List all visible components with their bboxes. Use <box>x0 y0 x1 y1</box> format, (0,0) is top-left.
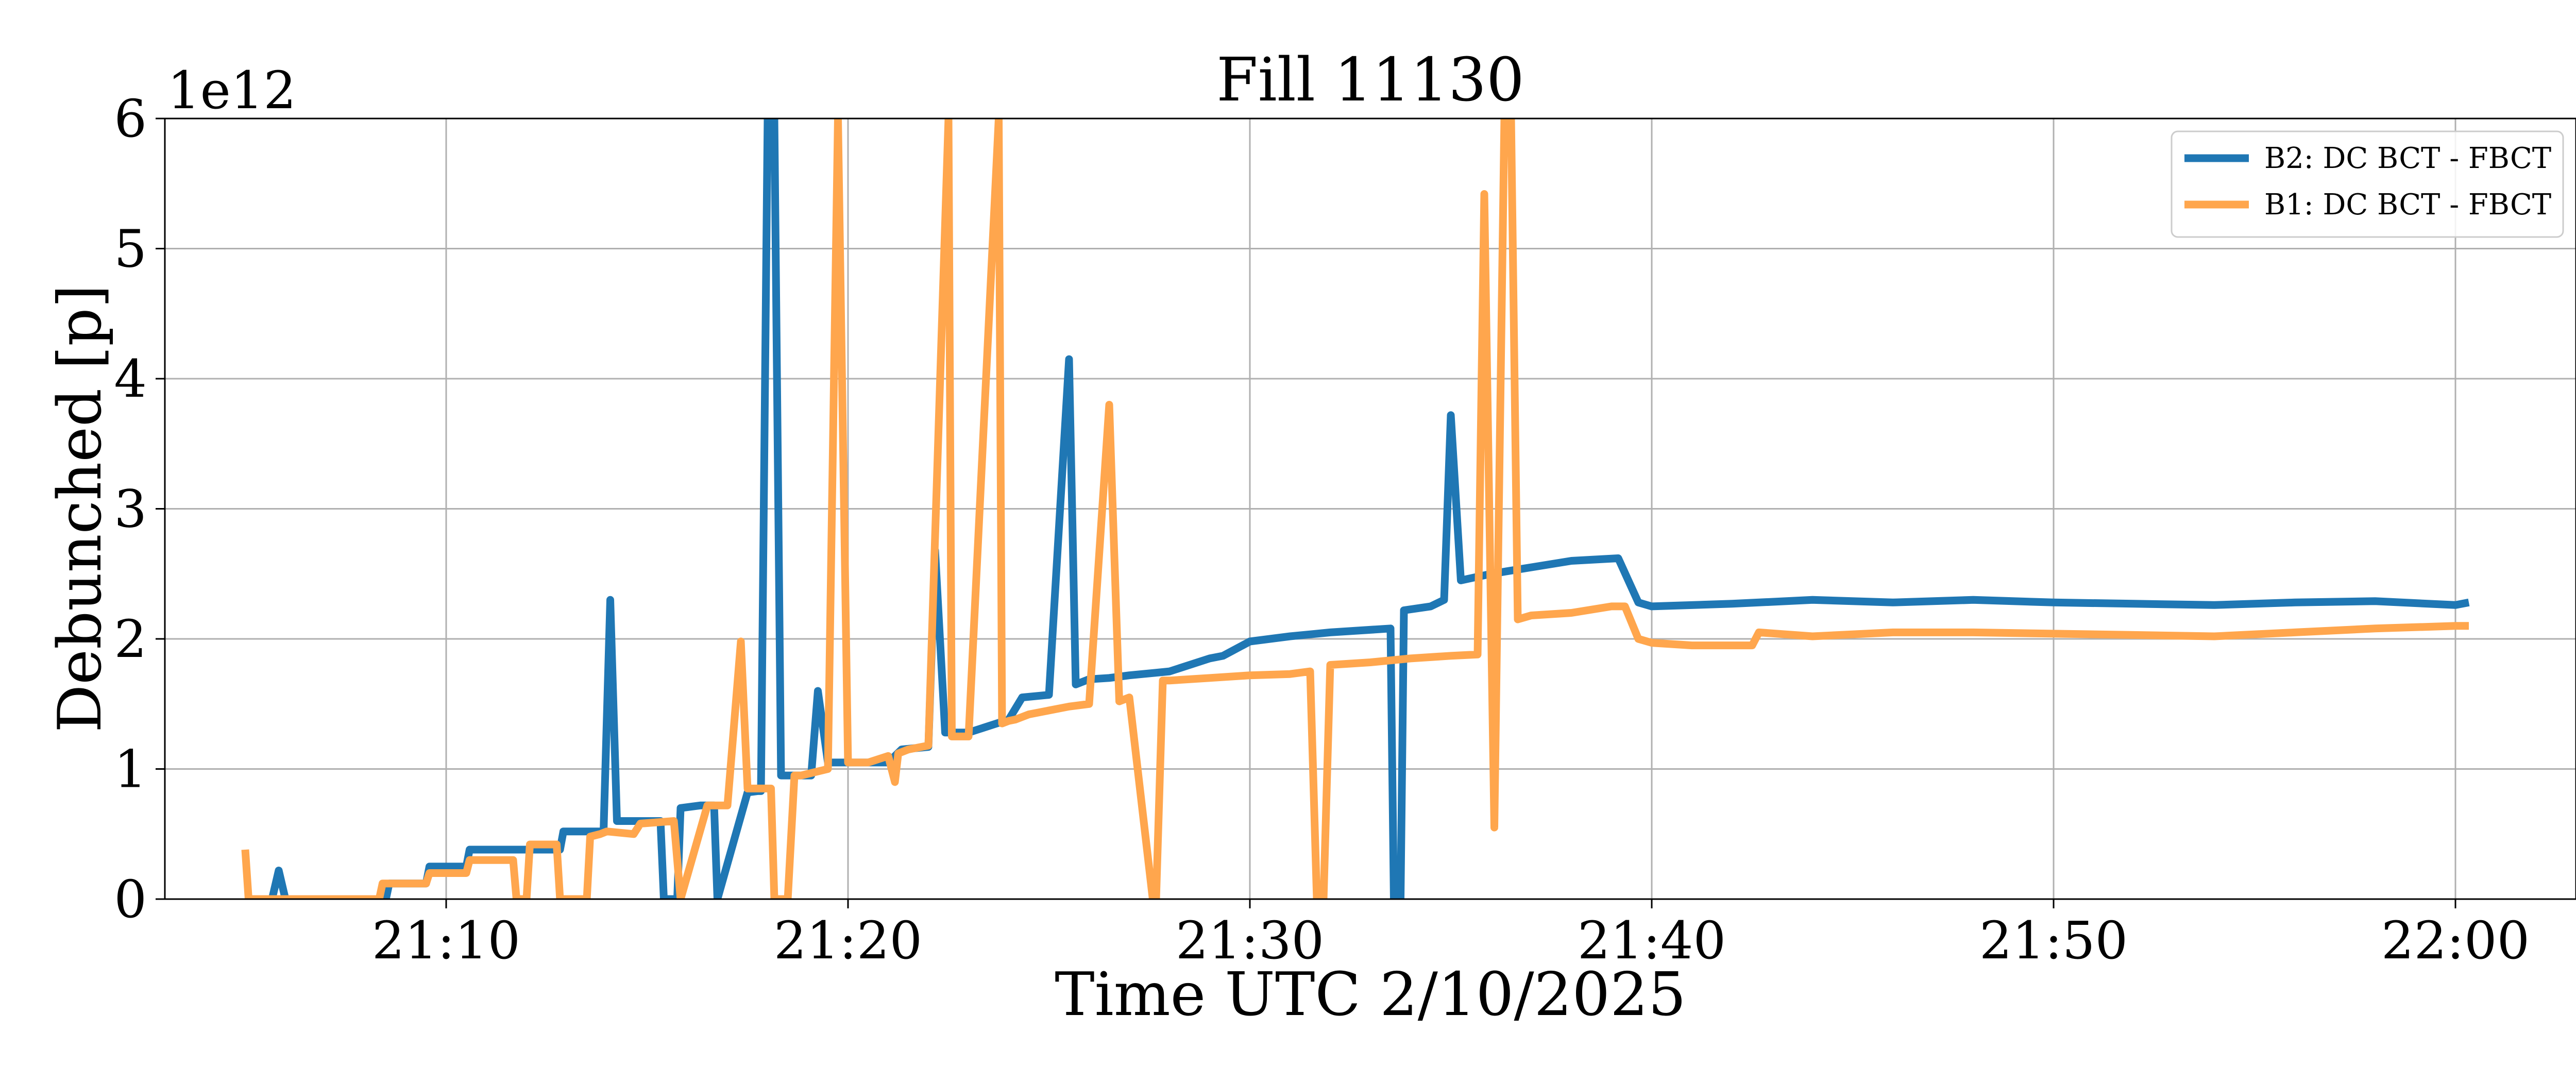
x-tick-label: 21:20 <box>774 910 922 971</box>
y-tick-label: 1 <box>114 739 147 800</box>
legend: B2: DC BCT - FBCT B1: DC BCT - FBCT <box>2171 130 2564 238</box>
y-tick-label: 4 <box>114 349 147 409</box>
y-tick-label: 5 <box>114 219 147 279</box>
y-axis-label: Debunched [p] <box>45 284 115 733</box>
y-offset-label: 1e12 <box>167 60 296 121</box>
legend-label-b2: B2: DC BCT - FBCT <box>2264 142 2551 175</box>
x-tick-label: 22:00 <box>2381 910 2530 971</box>
chart-title: Fill 11130 <box>1216 45 1524 115</box>
x-axis-label: Time UTC 2/10/2025 <box>1055 960 1686 1029</box>
y-tick-label: 0 <box>114 869 147 929</box>
x-tick-label: 21:50 <box>1979 910 2128 971</box>
series-lines <box>241 119 2470 899</box>
legend-box <box>2171 130 2564 238</box>
y-tick-label: 3 <box>114 479 147 539</box>
x-tick-label: 21:10 <box>372 910 520 971</box>
y-tick-label: 6 <box>114 89 147 149</box>
y-ticks: 0 1 2 3 4 5 6 <box>114 89 165 929</box>
x-tick-label: 21:30 <box>1176 910 1324 971</box>
legend-label-b1: B1: DC BCT - FBCT <box>2264 188 2551 222</box>
y-tick-label: 2 <box>114 609 147 669</box>
x-ticks: 21:10 21:20 21:30 21:40 21:50 22:00 <box>372 899 2530 971</box>
series-line-b1 <box>241 119 2469 899</box>
x-tick-label: 21:40 <box>1578 910 1726 971</box>
